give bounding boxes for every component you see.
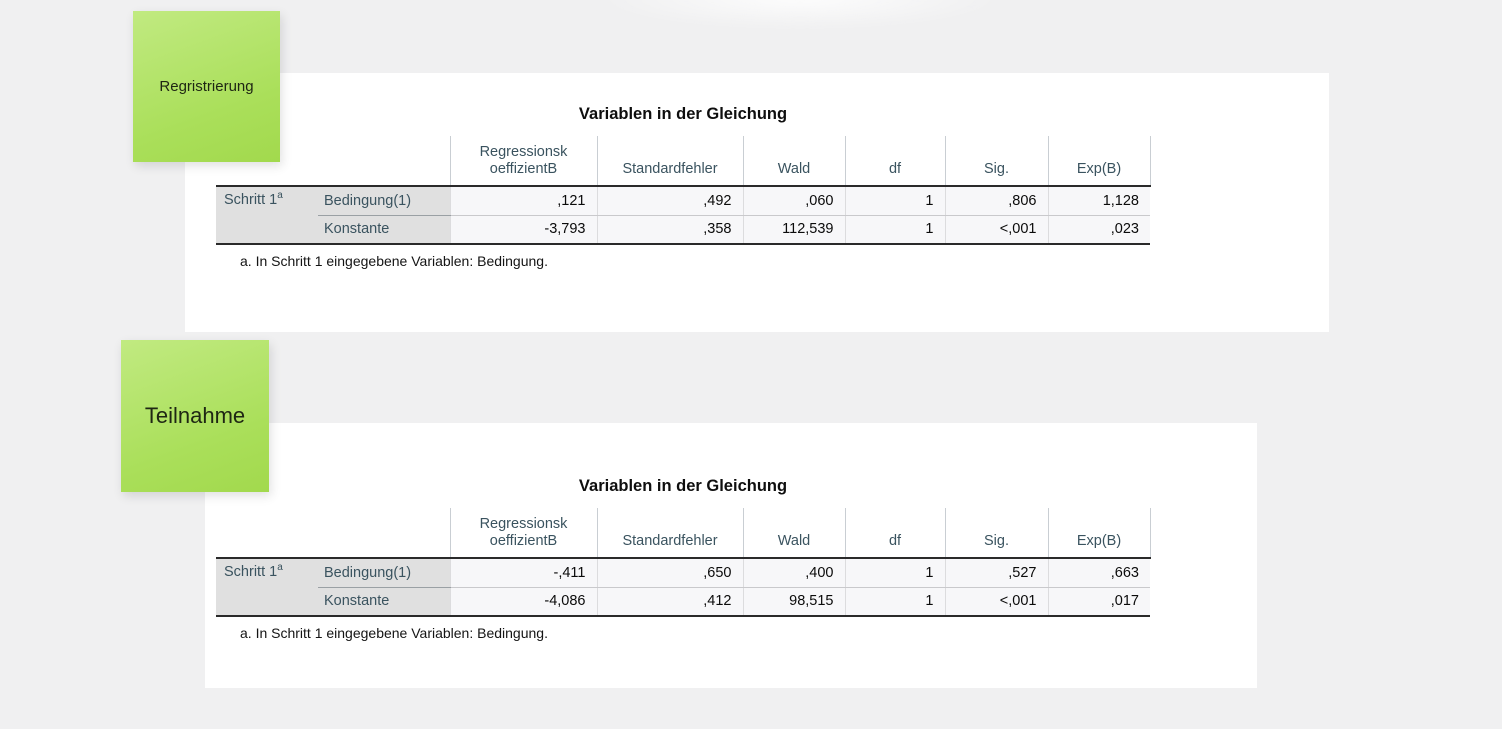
- column-header-standardfehler: Standardfehler: [596, 136, 743, 186]
- value-cell-b: -4,086: [449, 587, 597, 617]
- value-cell-df: 1: [844, 557, 945, 588]
- column-header-expb: Exp(B): [1047, 136, 1151, 186]
- row-label-konstante: Konstante: [318, 587, 450, 617]
- value-cell-df: 1: [844, 185, 945, 216]
- sticky-note-registrierung[interactable]: Regristrierung: [133, 11, 280, 162]
- value-cell-df: 1: [844, 215, 945, 245]
- value-cell-expb: ,017: [1047, 587, 1150, 617]
- value-cell-b: -3,793: [449, 215, 597, 245]
- value-cell-se: ,650: [596, 557, 743, 588]
- value-cell-wald: 112,539: [742, 215, 845, 245]
- spss-output-panel-teilnahme[interactable]: Variablen in der Gleichung Regressionsk …: [205, 423, 1257, 688]
- table-title: Variablen in der Gleichung: [578, 105, 788, 123]
- variables-in-equation-table: Regressionsk oeffizientB Standardfehler …: [216, 508, 1151, 617]
- value-cell-b: -,411: [449, 557, 597, 588]
- variables-in-equation-table: Regressionsk oeffizientB Standardfehler …: [216, 136, 1151, 245]
- value-cell-expb: ,023: [1047, 215, 1150, 245]
- stats-table-registrierung: Variablen in der Gleichung Regressionsk …: [216, 104, 1151, 269]
- value-cell-expb: 1,128: [1047, 185, 1150, 216]
- value-cell-wald: ,400: [742, 557, 845, 588]
- column-header-df: df: [844, 508, 945, 558]
- table-title: Variablen in der Gleichung: [578, 477, 788, 495]
- row-label-konstante: Konstante: [318, 215, 450, 245]
- row-label-bedingung: Bedingung(1): [318, 557, 450, 588]
- value-cell-sig: ,527: [944, 557, 1048, 588]
- value-cell-wald: ,060: [742, 185, 845, 216]
- step-cell: Schritt 1a: [216, 185, 318, 245]
- value-cell-b: ,121: [449, 185, 597, 216]
- column-header-regressionskoeffizient: Regressionsk oeffizientB: [449, 508, 597, 558]
- column-header-df: df: [844, 136, 945, 186]
- column-header-expb: Exp(B): [1047, 508, 1151, 558]
- value-cell-sig: <,001: [944, 587, 1048, 617]
- column-header-wald: Wald: [742, 136, 845, 186]
- spss-output-panel-registrierung[interactable]: Variablen in der Gleichung Regressionsk …: [185, 73, 1329, 332]
- value-cell-sig: <,001: [944, 215, 1048, 245]
- value-cell-se: ,492: [596, 185, 743, 216]
- value-cell-sig: ,806: [944, 185, 1048, 216]
- table-footnote: a. In Schritt 1 eingegebene Variablen: B…: [240, 625, 548, 641]
- column-header-standardfehler: Standardfehler: [596, 508, 743, 558]
- header-corner-cell: [216, 508, 450, 558]
- column-header-regressionskoeffizient: Regressionsk oeffizientB: [449, 136, 597, 186]
- stats-table-teilnahme: Variablen in der Gleichung Regressionsk …: [216, 476, 1151, 641]
- row-label-bedingung: Bedingung(1): [318, 185, 450, 216]
- value-cell-se: ,412: [596, 587, 743, 617]
- value-cell-se: ,358: [596, 215, 743, 245]
- table-footnote: a. In Schritt 1 eingegebene Variablen: B…: [240, 253, 548, 269]
- sticky-note-teilnahme[interactable]: Teilnahme: [121, 340, 269, 492]
- footnote-marker: a: [277, 562, 283, 574]
- value-cell-wald: 98,515: [742, 587, 845, 617]
- footnote-marker: a: [277, 190, 283, 202]
- value-cell-expb: ,663: [1047, 557, 1150, 588]
- sticky-note-label: Teilnahme: [144, 403, 246, 428]
- column-header-wald: Wald: [742, 508, 845, 558]
- sticky-note-label: Regristrierung: [159, 78, 254, 95]
- value-cell-df: 1: [844, 587, 945, 617]
- column-header-sig: Sig.: [944, 508, 1048, 558]
- step-cell: Schritt 1a: [216, 557, 318, 617]
- canvas-highlight: [590, 0, 1010, 30]
- column-header-sig: Sig.: [944, 136, 1048, 186]
